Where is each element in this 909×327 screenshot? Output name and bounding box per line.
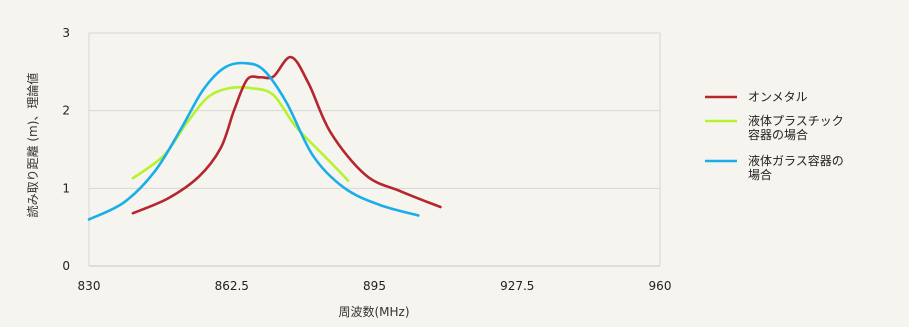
x-tick-label: 862.5 xyxy=(215,279,249,293)
x-tick-label: 895 xyxy=(363,279,386,293)
grid-lines xyxy=(88,32,661,267)
y-tick-labels: 0 1 2 3 xyxy=(62,26,70,273)
legend-label-1: 液体プラスチック xyxy=(748,113,844,128)
series-lines xyxy=(87,55,442,221)
x-tick-labels: 830 862.5 895 927.5 960 xyxy=(78,279,672,293)
y-axis-title: 読み取り距離 (m)、理論値 xyxy=(25,73,40,218)
y-tick-label: 3 xyxy=(62,26,70,40)
x-tick-label: 960 xyxy=(649,279,672,293)
x-tick-label: 830 xyxy=(78,279,101,293)
legend-label-2: 液体ガラス容器の xyxy=(748,153,844,168)
legend-label-2: 場合 xyxy=(748,167,772,182)
y-tick-label: 1 xyxy=(62,181,70,195)
series-line-0 xyxy=(131,55,442,215)
series-line-2 xyxy=(87,61,420,221)
x-axis-title: 周波数(MHz) xyxy=(338,304,409,319)
y-tick-label: 2 xyxy=(62,104,70,118)
y-tick-label: 0 xyxy=(62,259,70,273)
legend-label-0: オンメタル xyxy=(748,90,808,104)
legend-label-1: 容器の場合 xyxy=(748,127,808,142)
x-tick-label: 927.5 xyxy=(500,279,534,293)
